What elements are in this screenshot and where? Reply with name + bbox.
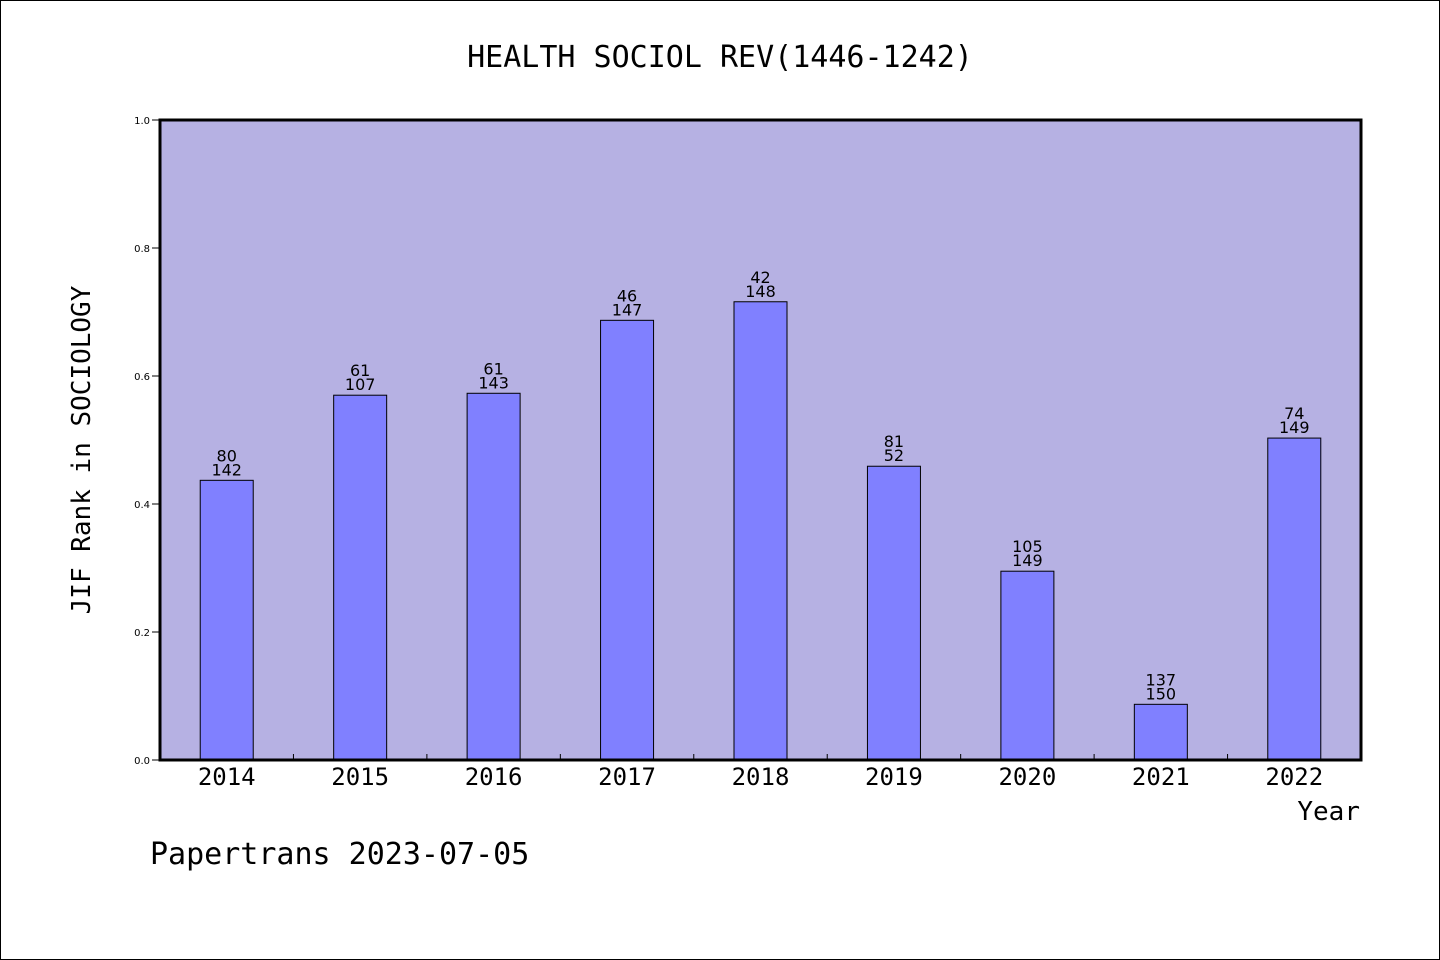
bar-2016	[466, 392, 521, 761]
bar-labels-layer: 8014261107611434614742148815210514913715…	[211, 268, 1309, 704]
chart-title: HEALTH SOCIOL REV(1446-1242)	[467, 40, 973, 75]
bar-label-rank-2015: 61	[350, 361, 370, 380]
y-tick-label: 0.4	[134, 500, 150, 511]
bar-label-total-2015: 107	[345, 375, 376, 394]
bar-label-rank-2017: 46	[617, 286, 637, 305]
bar-label-rank-2019: 81	[884, 432, 904, 451]
bar-label-rank-2020: 105	[1012, 537, 1043, 556]
bar-label-total-2016: 143	[478, 373, 509, 392]
bar-label-total-2021: 150	[1146, 684, 1177, 703]
x-axis-ticks: 2014 2015 2016 2017 2018 2019 2020 2021 2022	[198, 754, 1323, 791]
x-axis-label: Year	[1297, 797, 1360, 827]
x-tick-label-2020: 2020	[998, 763, 1056, 791]
x-tick-label-2015: 2015	[331, 763, 389, 791]
y-tick-label: 1.0	[134, 116, 150, 127]
bar-label-total-2018: 148	[745, 282, 776, 301]
x-tick-label-2022: 2022	[1265, 763, 1323, 791]
x-tick-label-2019: 2019	[865, 763, 923, 791]
bar-2015	[333, 394, 388, 761]
bars-layer	[199, 301, 1322, 761]
x-tick-label-2016: 2016	[465, 763, 523, 791]
y-axis-ticks: 0.0 0.2 0.4 0.6 0.8 1.0	[134, 116, 160, 767]
x-tick-label-2017: 2017	[598, 763, 656, 791]
x-tick-label-2014: 2014	[198, 763, 256, 791]
bar-2017	[600, 319, 655, 761]
footer-credit: Papertrans 2023-07-05	[150, 837, 529, 872]
bar-2019	[866, 465, 921, 761]
bar-2014	[199, 479, 254, 761]
bar-label-total-2019: 52	[884, 446, 904, 465]
bar-label-rank-2014: 80	[217, 446, 237, 465]
y-tick-label: 0.6	[134, 372, 150, 383]
plot-border	[158, 118, 1363, 762]
y-tick-label: 0.0	[134, 756, 150, 767]
x-tick-label-2018: 2018	[732, 763, 790, 791]
y-axis-label: JIF Rank in SOCIOLOGY	[67, 285, 97, 614]
bar-label-total-2014: 142	[211, 460, 242, 479]
bar-2021	[1133, 703, 1188, 761]
y-tick-label: 0.8	[134, 244, 150, 255]
bar-label-rank-2018: 42	[750, 268, 770, 287]
bar-2018	[733, 301, 788, 761]
bar-label-rank-2022: 74	[1284, 404, 1304, 423]
y-tick-label: 0.2	[134, 628, 150, 639]
bar-2020	[1000, 570, 1055, 761]
bar-label-total-2022: 149	[1279, 418, 1310, 437]
bar-label-rank-2021: 137	[1146, 670, 1177, 689]
bar-2022	[1267, 437, 1322, 761]
x-tick-label-2021: 2021	[1132, 763, 1190, 791]
bar-label-total-2017: 147	[612, 300, 643, 319]
bar-label-rank-2016: 61	[483, 359, 503, 378]
bar-label-total-2020: 149	[1012, 551, 1043, 570]
